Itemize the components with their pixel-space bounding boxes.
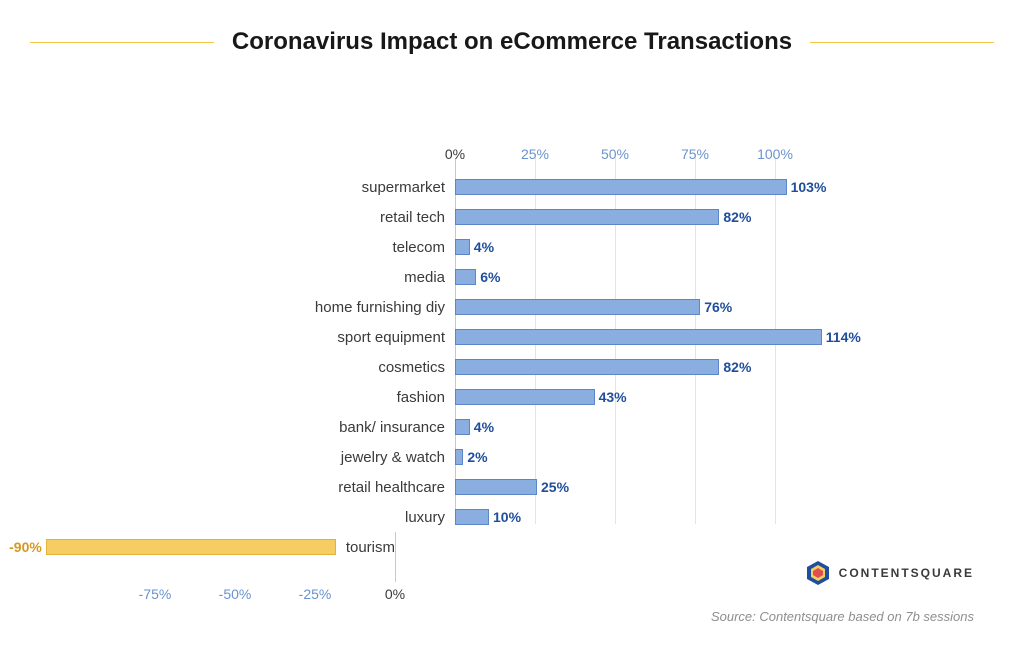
bar bbox=[455, 209, 719, 225]
bar bbox=[455, 479, 537, 495]
bar-row: retail healthcare 25% bbox=[0, 472, 569, 502]
category-label: home furnishing diy bbox=[0, 299, 455, 316]
bar-row: media 6% bbox=[0, 262, 500, 292]
bar-row-negative: tourism -90% bbox=[9, 532, 395, 562]
title-rule-left bbox=[30, 42, 214, 43]
category-label: fashion bbox=[0, 389, 455, 406]
value-label: 10% bbox=[489, 509, 521, 525]
axis-tick: 0% bbox=[385, 586, 405, 602]
chart-title: Coronavirus Impact on eCommerce Transact… bbox=[214, 28, 810, 56]
bar bbox=[455, 419, 470, 435]
bar bbox=[455, 329, 822, 345]
category-label: luxury bbox=[0, 509, 455, 526]
bar-row: sport equipment 114% bbox=[0, 322, 861, 352]
bar-row: telecom 4% bbox=[0, 232, 494, 262]
value-label: 4% bbox=[470, 239, 494, 255]
value-label: 2% bbox=[463, 449, 487, 465]
category-label: media bbox=[0, 269, 455, 286]
bar bbox=[455, 509, 489, 525]
category-label: supermarket bbox=[0, 179, 455, 196]
bar-row: cosmetics 82% bbox=[0, 352, 751, 382]
category-label: jewelry & watch bbox=[0, 449, 455, 466]
value-label: -90% bbox=[9, 539, 46, 555]
title-row: Coronavirus Impact on eCommerce Transact… bbox=[0, 0, 1024, 66]
category-label: bank/ insurance bbox=[0, 419, 455, 436]
category-label: retail healthcare bbox=[0, 479, 455, 496]
axis-tick: 25% bbox=[521, 146, 549, 162]
bar bbox=[455, 299, 700, 315]
bar bbox=[455, 239, 470, 255]
brand-name: CONTENTSQUARE bbox=[839, 566, 974, 580]
value-label: 43% bbox=[595, 389, 627, 405]
brand-logo: CONTENTSQUARE bbox=[805, 560, 974, 586]
category-label: sport equipment bbox=[0, 329, 455, 346]
value-label: 82% bbox=[719, 359, 751, 375]
bar-row: supermarket 103% bbox=[0, 172, 826, 202]
bar bbox=[455, 389, 595, 405]
value-label: 4% bbox=[470, 419, 494, 435]
title-rule-right bbox=[810, 42, 994, 43]
category-label: cosmetics bbox=[0, 359, 455, 376]
bar bbox=[455, 179, 787, 195]
bar-row: fashion 43% bbox=[0, 382, 627, 412]
axis-tick: 50% bbox=[601, 146, 629, 162]
axis-tick: 0% bbox=[445, 146, 465, 162]
value-label: 82% bbox=[719, 209, 751, 225]
axis-tick: 100% bbox=[757, 146, 793, 162]
value-label: 6% bbox=[476, 269, 500, 285]
axis-zero-line-neg bbox=[395, 532, 396, 582]
category-label: retail tech bbox=[0, 209, 455, 226]
bar-row: home furnishing diy 76% bbox=[0, 292, 732, 322]
bar-row: retail tech 82% bbox=[0, 202, 751, 232]
axis-tick: -50% bbox=[219, 586, 252, 602]
bar-row: jewelry & watch 2% bbox=[0, 442, 488, 472]
bar bbox=[455, 359, 719, 375]
axis-tick: 75% bbox=[681, 146, 709, 162]
axis-tick: -75% bbox=[139, 586, 172, 602]
axis-tick: -25% bbox=[299, 586, 332, 602]
category-label: tourism bbox=[336, 539, 395, 556]
value-label: 103% bbox=[787, 179, 827, 195]
value-label: 114% bbox=[822, 329, 861, 345]
category-label: telecom bbox=[0, 239, 455, 256]
bar-row: bank/ insurance 4% bbox=[0, 412, 494, 442]
bar bbox=[455, 269, 476, 285]
source-attribution: Source: Contentsquare based on 7b sessio… bbox=[711, 609, 974, 624]
bar bbox=[46, 539, 336, 555]
value-label: 25% bbox=[537, 479, 569, 495]
contentsquare-icon bbox=[805, 560, 831, 586]
value-label: 76% bbox=[700, 299, 732, 315]
bar bbox=[455, 449, 463, 465]
bar-row: luxury 10% bbox=[0, 502, 521, 532]
